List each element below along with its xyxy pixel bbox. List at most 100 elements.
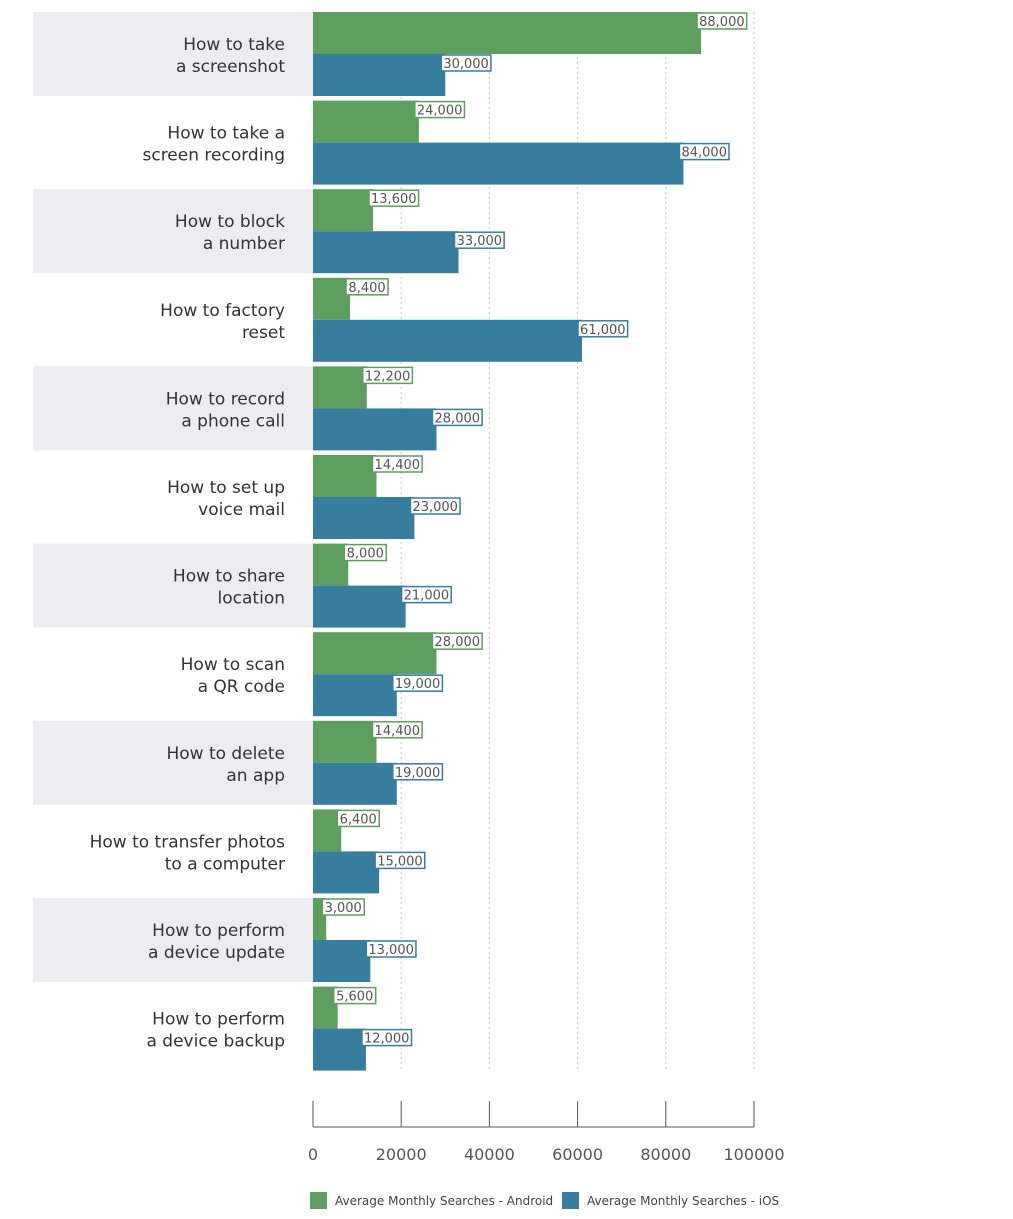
value-label: 61,000	[580, 323, 626, 338]
category-label: a phone call	[181, 411, 285, 431]
category-label: How to take	[183, 35, 285, 55]
value-label-box	[368, 189, 420, 207]
value-label-box	[336, 809, 380, 828]
bar-android	[313, 366, 367, 409]
value-label-box	[343, 543, 388, 562]
category-label: How to set up	[167, 478, 285, 498]
value-label-box	[400, 585, 452, 604]
value-label-box	[678, 142, 730, 161]
value-label-box	[431, 408, 483, 427]
legend: Average Monthly Searches - Android Averag…	[310, 1192, 779, 1209]
value-label: 6,400	[340, 812, 377, 827]
bar-android	[313, 100, 419, 143]
bar-ios	[313, 231, 459, 274]
bar-ios	[313, 142, 684, 185]
category-label: location	[218, 589, 285, 609]
value-label-box	[577, 320, 629, 338]
value-label-box	[431, 632, 483, 650]
value-label: 21,000	[404, 589, 450, 604]
category-label: voice mail	[198, 500, 285, 520]
bar-android	[313, 189, 373, 232]
value-label: 14,400	[375, 724, 421, 739]
value-label: 88,000	[699, 15, 745, 30]
row-bands	[33, 12, 313, 982]
value-label: 23,000	[412, 500, 458, 515]
value-label-box	[362, 366, 414, 385]
value-label-box	[365, 940, 417, 958]
value-label-box	[371, 721, 423, 739]
category-label: an app	[226, 766, 285, 786]
grid-lines	[400, 12, 755, 1070]
value-label: 24,000	[417, 104, 463, 119]
value-label-box	[374, 851, 426, 870]
bar-android	[313, 543, 349, 586]
value-label: 33,000	[457, 234, 503, 249]
value-label: 12,200	[365, 369, 411, 384]
bar-ios	[313, 408, 437, 451]
row-band	[33, 12, 313, 96]
x-tick-label: 0	[308, 1145, 318, 1164]
category-label: a number	[203, 234, 285, 254]
legend-swatch-android	[310, 1192, 327, 1209]
value-label: 30,000	[443, 57, 489, 72]
category-label: How to perform	[152, 921, 285, 941]
category-label: How to scan	[181, 655, 285, 675]
bar-ios	[313, 674, 397, 717]
value-label-box	[440, 54, 492, 72]
value-label: 19,000	[395, 677, 441, 692]
x-tick-label: 20000	[376, 1145, 427, 1164]
category-label: How to block	[175, 212, 285, 232]
bar-ios	[313, 585, 406, 628]
category-label: How to perform	[152, 1010, 285, 1030]
value-label-box	[453, 231, 505, 249]
category-label: a QR code	[198, 677, 285, 697]
value-label: 5,600	[336, 990, 373, 1005]
x-axis: 0 20000 40000 60000 80000 100000	[308, 1101, 785, 1164]
legend-label-android: Average Monthly Searches - Android	[335, 1194, 553, 1208]
category-label: to a computer	[165, 854, 285, 874]
legend-swatch-ios	[562, 1192, 579, 1209]
value-label-box	[361, 1028, 413, 1047]
value-label: 12,000	[364, 1032, 410, 1047]
bar-android	[313, 455, 377, 497]
x-tick-label: 60000	[552, 1145, 603, 1164]
bar-android	[313, 632, 437, 675]
bar-ios	[313, 851, 380, 894]
bar-ios	[313, 1028, 366, 1071]
category-label: screen recording	[142, 146, 285, 166]
bar-android	[313, 277, 351, 320]
value-label-box	[345, 278, 389, 296]
category-label: a screenshot	[176, 57, 285, 77]
value-label: 13,000	[368, 943, 414, 958]
value-label-box	[321, 898, 365, 916]
value-label: 3,000	[325, 901, 362, 916]
row-band	[33, 189, 313, 274]
value-label-box	[392, 763, 444, 781]
row-band	[33, 366, 313, 451]
value-label: 19,000	[395, 766, 441, 781]
value-label-box	[696, 12, 748, 30]
x-tick-label: 100000	[723, 1145, 784, 1164]
value-label: 84,000	[681, 146, 727, 161]
category-label: How to factory	[160, 301, 285, 321]
value-label: 8,000	[347, 547, 384, 562]
value-label: 14,400	[375, 458, 421, 473]
value-label-box	[371, 455, 423, 473]
value-label: 13,600	[371, 192, 417, 207]
bar-ios	[313, 497, 415, 539]
row-band	[33, 543, 313, 628]
category-label: How to transfer photos	[90, 832, 286, 852]
category-label: a device backup	[146, 1032, 285, 1052]
category-label: How to take a	[167, 124, 285, 144]
value-label-box	[414, 100, 466, 119]
bar-ios	[313, 319, 583, 362]
category-label: How to delete	[166, 744, 285, 764]
bar-android	[313, 12, 702, 54]
category-label: a device update	[148, 943, 285, 963]
value-label-box	[409, 497, 461, 515]
category-label: How to share	[173, 567, 285, 587]
bar-ios	[313, 762, 397, 805]
